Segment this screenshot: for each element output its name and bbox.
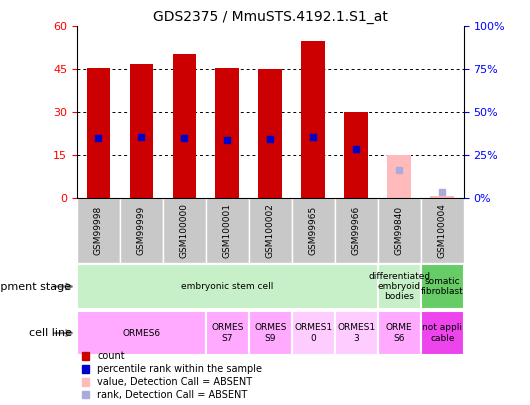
Text: GSM100002: GSM100002 [266, 203, 275, 258]
FancyBboxPatch shape [378, 311, 421, 356]
Bar [430, 196, 454, 198]
FancyBboxPatch shape [120, 198, 163, 263]
Bar [259, 69, 282, 198]
Bar [344, 112, 368, 198]
Bar [302, 40, 325, 198]
Text: ORMES1
0: ORMES1 0 [294, 324, 332, 343]
Text: ORMES1
3: ORMES1 3 [337, 324, 375, 343]
Text: cell line: cell line [29, 328, 72, 338]
Text: ORMES
S9: ORMES S9 [254, 324, 287, 343]
FancyBboxPatch shape [292, 311, 335, 356]
Text: GSM100001: GSM100001 [223, 203, 232, 258]
FancyBboxPatch shape [77, 198, 120, 263]
FancyBboxPatch shape [249, 311, 292, 356]
Bar [129, 64, 153, 198]
Text: GSM99999: GSM99999 [137, 206, 146, 256]
Text: differentiated
embryoid
bodies: differentiated embryoid bodies [368, 272, 430, 301]
Title: GDS2375 / MmuSTS.4192.1.S1_at: GDS2375 / MmuSTS.4192.1.S1_at [153, 10, 388, 24]
FancyBboxPatch shape [292, 198, 335, 263]
Bar [387, 156, 411, 198]
FancyBboxPatch shape [206, 311, 249, 356]
FancyBboxPatch shape [378, 198, 421, 263]
FancyBboxPatch shape [378, 264, 421, 309]
FancyBboxPatch shape [421, 264, 464, 309]
Text: GSM99998: GSM99998 [94, 206, 103, 256]
Text: ORMES
S7: ORMES S7 [211, 324, 243, 343]
Text: development stage: development stage [0, 281, 72, 292]
FancyBboxPatch shape [421, 311, 464, 356]
Text: not appli
cable: not appli cable [422, 324, 462, 343]
Text: somatic
fibroblast: somatic fibroblast [421, 277, 464, 296]
Text: embryonic stem cell: embryonic stem cell [181, 282, 273, 291]
Text: ORMES6: ORMES6 [122, 328, 161, 338]
Bar [86, 68, 110, 198]
FancyBboxPatch shape [335, 198, 378, 263]
FancyBboxPatch shape [163, 198, 206, 263]
Text: GSM100004: GSM100004 [438, 203, 447, 258]
FancyBboxPatch shape [335, 311, 378, 356]
FancyBboxPatch shape [77, 311, 206, 356]
Text: GSM99840: GSM99840 [395, 206, 404, 256]
FancyBboxPatch shape [206, 198, 249, 263]
FancyBboxPatch shape [249, 198, 292, 263]
Text: GSM100000: GSM100000 [180, 203, 189, 258]
FancyBboxPatch shape [421, 198, 464, 263]
Text: ORME
S6: ORME S6 [386, 324, 412, 343]
Legend: count, percentile rank within the sample, value, Detection Call = ABSENT, rank, : count, percentile rank within the sample… [82, 352, 262, 400]
Text: GSM99965: GSM99965 [309, 206, 318, 256]
Bar [172, 53, 196, 198]
FancyBboxPatch shape [77, 264, 378, 309]
Bar [216, 68, 239, 198]
Text: GSM99966: GSM99966 [352, 206, 361, 256]
